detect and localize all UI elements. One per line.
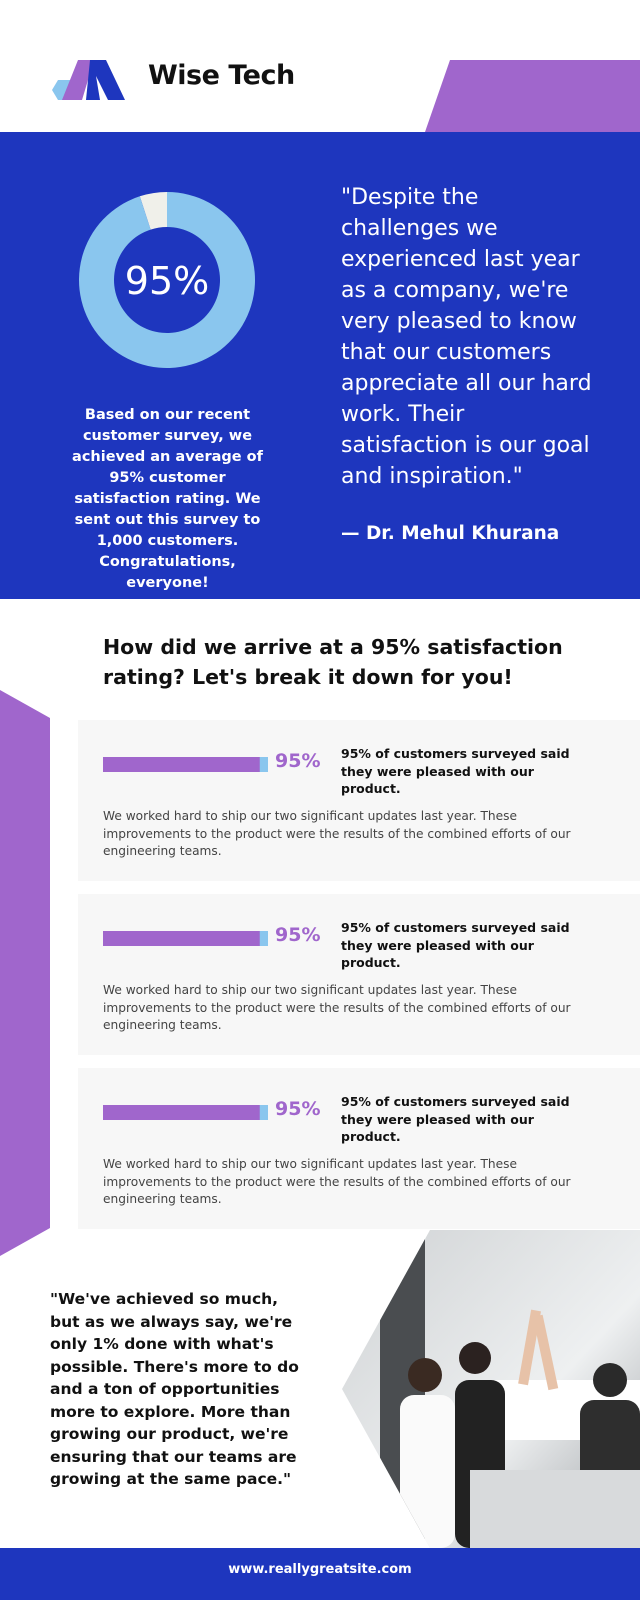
quote: "Despite the challenges we experienced l…	[341, 185, 592, 489]
percent-label: 95%	[275, 924, 321, 946]
card-body: We worked hard to ship our two significa…	[103, 809, 571, 858]
corner-shape	[425, 60, 640, 132]
card-body: We worked hard to ship our two significa…	[103, 1157, 571, 1206]
progress	[103, 931, 268, 946]
footer-url: www.reallygreatsite.com	[228, 1562, 412, 1577]
side-shape	[0, 690, 50, 1256]
card: 95% 95% of customers surveyed said they w…	[78, 1068, 640, 1229]
donut-label: 95%	[125, 259, 209, 303]
summary: Based on our recent customer survey, we …	[72, 407, 263, 591]
heading: How did we arrive at a 95% satisfaction …	[103, 635, 563, 689]
card-body: We worked hard to ship our two significa…	[103, 983, 571, 1032]
logo	[52, 60, 125, 100]
progress	[103, 1105, 268, 1120]
donut: 95%	[79, 192, 256, 368]
brand: Wise Tech	[148, 60, 295, 91]
card: 95% 95% of customers surveyed said they w…	[78, 894, 640, 1055]
donut-rest	[139, 192, 167, 230]
progress-bar	[103, 1105, 260, 1120]
percent-label: 95%	[275, 1098, 321, 1120]
donut-arc	[79, 192, 256, 368]
progress	[103, 757, 268, 772]
photo	[342, 1230, 640, 1548]
card-headline: 95% of customers surveyed said they were…	[341, 746, 570, 796]
author: — Dr. Mehul Khurana	[341, 523, 560, 544]
footer-band	[0, 1548, 640, 1600]
percent-label: 95%	[275, 750, 321, 772]
card-headline: 95% of customers surveyed said they were…	[341, 1094, 570, 1144]
closing-quote: "We've achieved so much, but as we alway…	[50, 1290, 299, 1488]
hero-band	[0, 132, 640, 599]
progress-bar	[103, 757, 260, 772]
card: 95% 95% of customers surveyed said they w…	[78, 720, 640, 881]
card-headline: 95% of customers surveyed said they were…	[341, 920, 570, 970]
progress-bar	[103, 931, 260, 946]
